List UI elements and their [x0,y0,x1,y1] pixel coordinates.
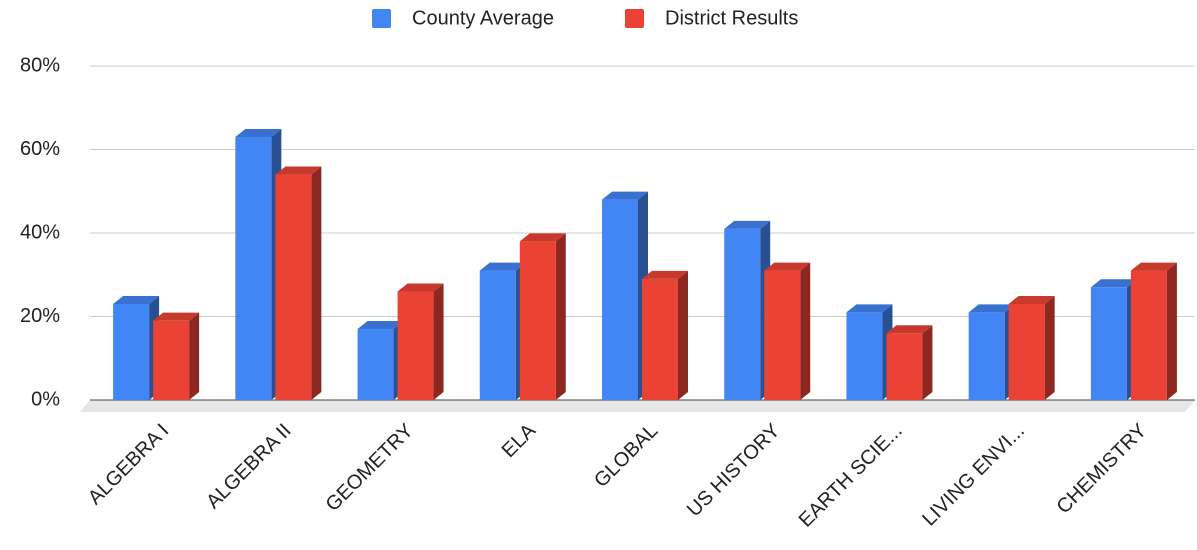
x-tick-label: GEOMETRY [322,420,418,516]
x-tick-label: US HISTORY [683,420,784,521]
x-tick-label: LIVING ENVI... [918,420,1029,531]
bar [113,303,150,400]
bar [519,241,556,400]
legend-label: County Average [412,7,554,29]
bar [724,228,761,400]
bar-top [1130,262,1177,271]
bar [968,312,1005,400]
bar-side [555,233,566,400]
y-tick-label: 0% [31,388,60,410]
bar-top [642,270,688,279]
bar-side [189,312,200,400]
bar [846,312,883,400]
bar-top [519,233,566,242]
bar-top [479,262,526,271]
bar-top [235,128,282,137]
bar-top [764,262,811,271]
bar-top [886,325,933,334]
bar [1130,270,1167,400]
x-tick-label: ALGEBRA II [202,420,295,513]
bar [1090,287,1127,400]
legend-swatch [372,9,391,28]
bar-top [357,321,404,330]
floor [80,400,1195,412]
bar-side [433,283,444,400]
bar-side [311,166,322,400]
bar [275,174,312,400]
x-tick-label: GLOBAL [590,420,662,492]
bar [479,270,516,400]
bar-side [800,262,811,400]
bar [357,329,394,400]
bar-top [602,191,648,200]
x-tick-label: ELA [498,419,541,462]
bar [886,333,923,400]
y-tick-label: 60% [20,138,60,160]
legend-swatch [625,9,644,28]
y-tick-label: 40% [20,221,60,243]
bar-top [846,304,893,313]
bar-side [922,325,933,400]
bar [153,320,190,400]
bar-top [1090,279,1137,288]
legend-label: District Results [665,7,798,29]
bar [235,136,272,400]
x-tick-label: ALGEBRA I [84,420,173,509]
bar-top [968,304,1015,313]
bar [397,291,434,400]
bar [764,270,801,400]
bar [1008,303,1045,400]
bar-top [1008,295,1055,304]
bar-side [678,270,688,400]
y-tick-label: 80% [20,54,60,76]
bar-side [1044,295,1055,400]
bar-top [153,312,200,321]
bar [602,199,638,400]
bar-top [397,283,444,292]
bar-top [275,166,322,175]
bar-side [1166,262,1177,400]
x-tick-label: EARTH SCIE... [795,420,907,532]
bar [642,278,678,400]
y-tick-label: 20% [20,305,60,327]
bar-top [724,220,771,229]
bar-top [113,295,160,304]
x-tick-label: CHEMISTRY [1053,420,1152,519]
